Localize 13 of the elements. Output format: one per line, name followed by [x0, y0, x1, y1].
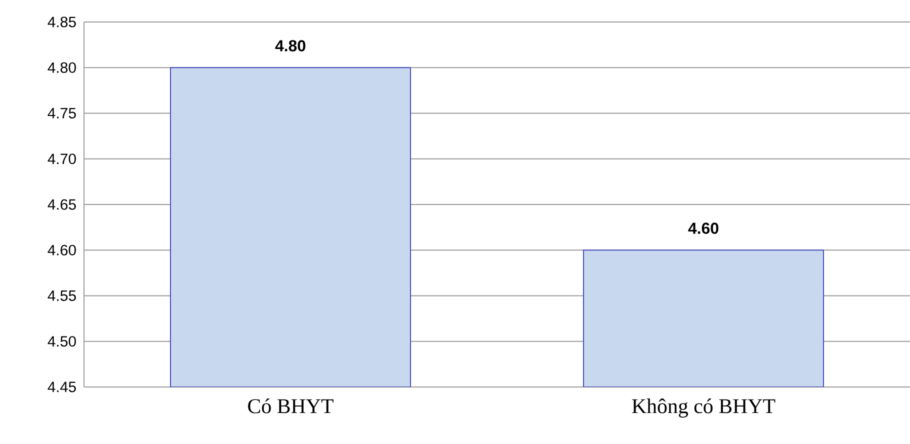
data-label: 4.60 — [688, 222, 718, 234]
x-tick-label: Có BHYT — [248, 398, 334, 414]
data-label: 4.80 — [275, 40, 306, 52]
y-tick-label: 4.45 — [48, 382, 76, 392]
y-tick-label: 4.70 — [48, 154, 76, 164]
x-tick-label: Không có BHYT — [632, 398, 776, 418]
y-tick-label: 4.65 — [48, 199, 76, 210]
y-tick-label: 4.60 — [48, 244, 76, 256]
y-tick-label: 4.85 — [48, 16, 76, 28]
y-tick-label: 4.80 — [48, 62, 76, 73]
y-tick-label: 4.50 — [48, 336, 76, 347]
y-tick-label: 4.55 — [48, 290, 76, 301]
y-tick-label: 4.75 — [48, 108, 76, 118]
